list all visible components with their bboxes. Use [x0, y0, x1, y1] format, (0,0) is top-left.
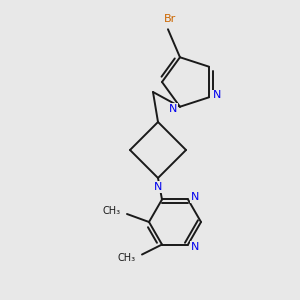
Text: N: N [213, 90, 221, 100]
Text: N: N [191, 242, 199, 251]
Text: CH₃: CH₃ [118, 253, 136, 262]
Text: N: N [191, 193, 199, 202]
Text: N: N [169, 104, 177, 114]
Text: CH₃: CH₃ [103, 206, 121, 216]
Text: N: N [154, 182, 162, 192]
Text: Br: Br [164, 14, 176, 24]
